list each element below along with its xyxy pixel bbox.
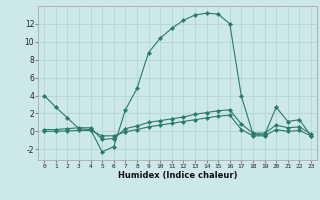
X-axis label: Humidex (Indice chaleur): Humidex (Indice chaleur) (118, 171, 237, 180)
